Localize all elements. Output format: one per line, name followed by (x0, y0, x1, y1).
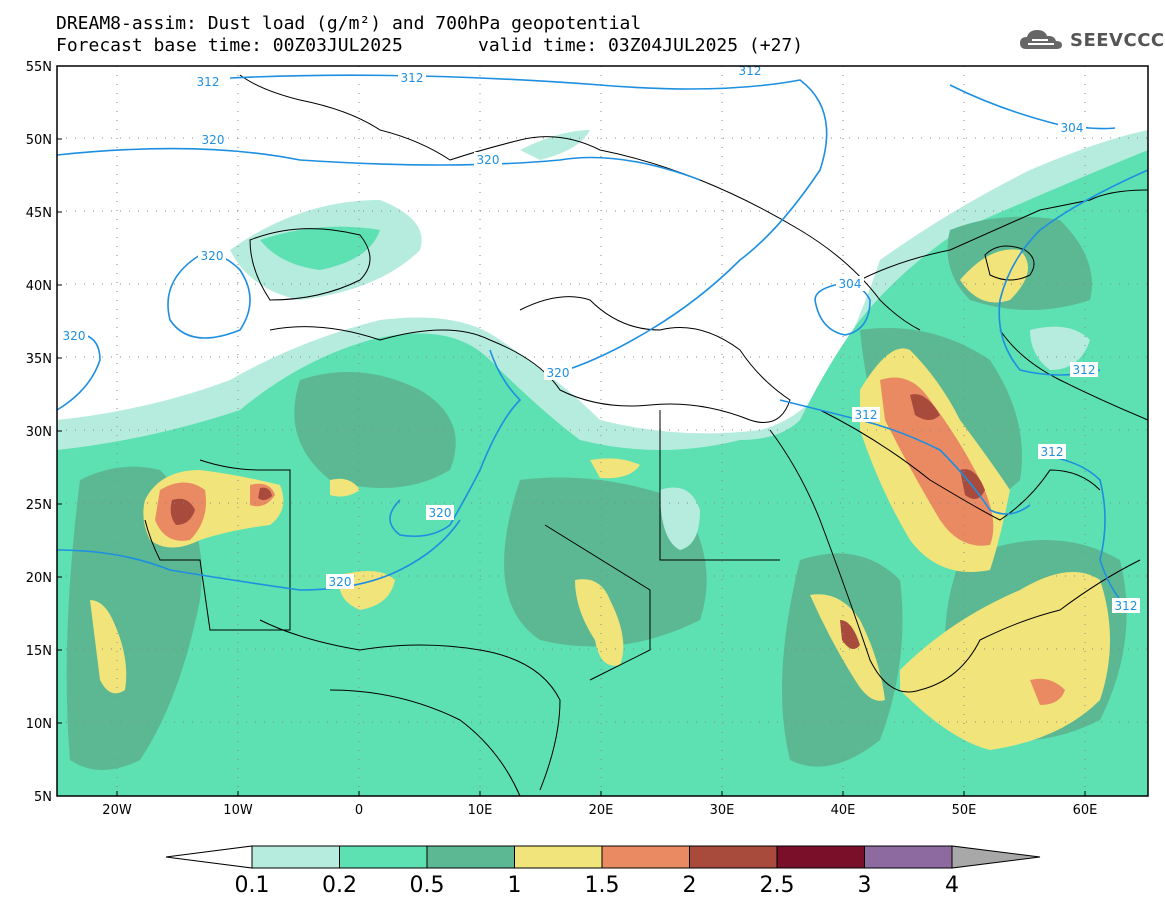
contour-labels: 312 312 312 304 320 320 320 320 320 320 304 312 312 3… (60, 63, 1140, 613)
latitude-axis: 55N 50N 45N 40N 35N 30N 25N 20N 15N 10N 5N (26, 60, 62, 805)
colorbar-tick-label: 2 (683, 873, 697, 898)
contour-label-bg (544, 365, 572, 380)
lon-label: 50E (952, 803, 977, 818)
contour-label: 312 (1115, 599, 1138, 613)
contour-label: 312 (401, 71, 424, 85)
contour-label-bg (1058, 120, 1086, 135)
contour-label: 312 (197, 75, 220, 89)
colorbar-tick-label: 1.5 (585, 873, 620, 898)
colorbar-tick-label: 1 (508, 873, 522, 898)
contour-label: 312 (1041, 445, 1064, 459)
colorbar-tick-label: 0.5 (410, 873, 445, 898)
colorbar-segment (339, 845, 428, 869)
contour-label-bg (474, 152, 502, 167)
colorbar-under-triangle (165, 845, 253, 869)
contour-label: 312 (855, 408, 878, 422)
lat-label: 40N (26, 279, 52, 294)
colorbar-segment (251, 845, 340, 869)
logo-text: SEEVCCC (1070, 29, 1165, 51)
colorbar-segment (514, 845, 603, 869)
contour-label: 320 (329, 575, 352, 589)
lon-label: 30E (710, 803, 735, 818)
colorbar-segment (689, 845, 778, 869)
contour-label-bg (194, 74, 222, 89)
colorbar-tick-label: 0.2 (322, 873, 357, 898)
colorbar-tick-label: 4 (945, 873, 959, 898)
geopotential-contours (56, 74, 1149, 606)
seevccc-logo: SEEVCCC (1018, 26, 1165, 54)
contour-label-bg (1038, 444, 1066, 459)
contour-label: 320 (63, 329, 86, 343)
contour-label-bg (852, 407, 880, 422)
contour-label: 320 (202, 133, 225, 147)
lon-label: 10W (223, 803, 253, 818)
colorbar-segment (776, 845, 865, 869)
lat-label: 20N (26, 571, 52, 586)
contour-label: 320 (547, 366, 570, 380)
lon-label: 20W (102, 803, 132, 818)
map-title: DREAM8-assim: Dust load (g/m²) and 700hP… (56, 13, 642, 34)
valid-time: valid time: 03Z04JUL2025 (+27) (478, 35, 804, 56)
colorbar-tick-label: 0.1 (235, 873, 270, 898)
contour-label-bg (1070, 362, 1098, 377)
contour-label: 312 (1073, 363, 1096, 377)
lon-label: 10E (468, 803, 493, 818)
contour-label: 304 (839, 277, 862, 291)
lon-label: 60E (1073, 803, 1098, 818)
colorbar-tick-label: 3 (858, 873, 872, 898)
lon-label: 0 (355, 803, 363, 818)
contour-label: 312 (739, 64, 762, 78)
lat-label: 5N (34, 790, 52, 805)
contour-label: 320 (201, 249, 224, 263)
contour-label: 320 (477, 153, 500, 167)
forecast-base-time: Forecast base time: 00Z03JUL2025 (56, 35, 403, 56)
coastlines (144, 74, 1149, 797)
contour-label-bg (60, 328, 88, 343)
colorbar: 0.1 0.2 0.5 1 1.5 2 2.5 3 4 (165, 845, 1041, 898)
contour-label-bg (198, 248, 226, 263)
lat-label: 10N (26, 717, 52, 732)
contour-label-bg (426, 505, 454, 520)
lat-label: 15N (26, 644, 52, 659)
dust-load-field (57, 66, 1148, 796)
colorbar-tick-label: 2.5 (760, 873, 795, 898)
lat-label: 25N (26, 498, 52, 513)
contour-label: 304 (1061, 121, 1084, 135)
contour-label-bg (836, 276, 864, 291)
lon-label: 40E (831, 803, 856, 818)
cloud-logo-icon (1020, 30, 1062, 49)
lat-label: 45N (26, 206, 52, 221)
colorbar-segment (601, 845, 690, 869)
colorbar-segment (864, 845, 953, 869)
contour-label-bg (199, 132, 227, 147)
lon-label: 20E (589, 803, 614, 818)
lat-label: 50N (26, 133, 52, 148)
longitude-axis: 20W 10W 0 10E 20E 30E 40E 50E 60E (102, 791, 1097, 818)
lat-label: 35N (26, 352, 52, 367)
lat-label: 30N (26, 425, 52, 440)
contour-label-bg (398, 70, 426, 85)
lat-label: 55N (26, 60, 52, 75)
colorbar-segment (426, 845, 515, 869)
colorbar-over-triangle (951, 845, 1041, 869)
contour-label-bg (1112, 598, 1140, 613)
contour-label-bg (326, 574, 354, 589)
contour-label: 320 (429, 506, 452, 520)
